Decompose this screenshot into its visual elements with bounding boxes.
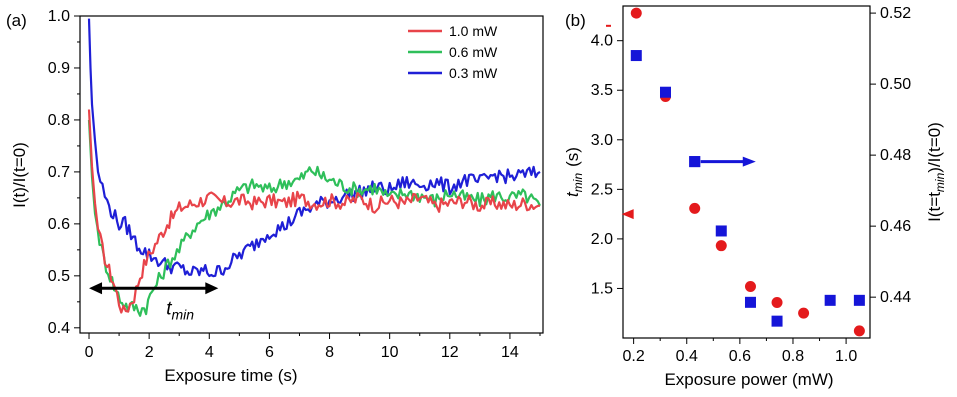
y-tick-label-left-b: 4.0	[591, 33, 613, 50]
data-point-square	[659, 86, 671, 98]
y-axis-label-a: I(t)/I(t=0)	[10, 142, 29, 208]
panel-label-b: (b)	[565, 11, 586, 30]
legend-label: 1.0 mW	[449, 23, 498, 39]
data-point-square	[824, 294, 836, 306]
legend-label: 0.6 mW	[449, 44, 498, 60]
panel-label-a: (a)	[6, 11, 27, 30]
tmin-label: tmin	[166, 298, 194, 322]
y-tick-label-a: 0.5	[48, 268, 70, 285]
y-tick-label-a: 1.0	[48, 8, 70, 25]
x-tick-label-a: 8	[325, 344, 334, 361]
plot-frame-a	[79, 15, 544, 334]
y-tick-label-a: 0.9	[48, 60, 70, 77]
data-point-square	[715, 225, 727, 237]
series-markers-b	[630, 7, 865, 337]
tmin-annotation: tmin	[89, 282, 219, 322]
y-tick-label-a: 0.8	[48, 112, 70, 129]
data-point-circle	[630, 7, 642, 19]
x-tick-label-a: 6	[265, 344, 274, 361]
legend-markers-b	[606, 24, 756, 220]
x-tick-label-b: 0.2	[622, 348, 644, 365]
x-axis-label-a: Exposure time (s)	[164, 366, 297, 385]
y-tick-label-left-b: 3.0	[591, 132, 613, 149]
y-tick-label-a: 0.7	[48, 164, 70, 181]
y-tick-label-right-b: 0.48	[880, 147, 911, 164]
y-tick-label-right-b: 0.46	[880, 218, 911, 235]
data-point-circle	[689, 202, 701, 214]
series-line-1-0-mw	[87, 109, 541, 314]
y-label-left-sub: min	[571, 173, 585, 193]
x-tick-label-b: 0.4	[676, 348, 698, 365]
legend-a: 1.0 mW 0.6 mW 0.3 mW	[408, 23, 498, 81]
data-point-circle	[771, 296, 783, 308]
data-point-circle	[853, 325, 865, 337]
panel-b: (b) 0.2 0.4 0.6 0.8 1.0 1.5 2.0 2.5 3.0 3.5 4.0 0.4…	[563, 5, 947, 389]
y-axis-label-right-b: I(t=tmin)/I(t=0)	[925, 122, 947, 222]
x-tick-label-a: 2	[145, 344, 154, 361]
x-tick-label-a: 10	[381, 344, 399, 361]
y-tick-label-right-b: 0.44	[880, 289, 911, 306]
x-axis-label-b: Exposure power (mW)	[664, 370, 833, 389]
data-point-square	[744, 296, 756, 308]
y-tick-label-a: 0.6	[48, 216, 70, 233]
y-tick-label-left-b: 2.0	[591, 231, 613, 248]
y-label-right-tail: )/I(t=0)	[925, 122, 944, 173]
y-tick-label-left-b: 2.5	[591, 181, 613, 198]
x-tick-label-a: 0	[85, 344, 94, 361]
y-label-right-head: I(t=t	[925, 192, 944, 222]
axis-ticks-b: 0.2 0.4 0.6 0.8 1.0 1.5 2.0 2.5 3.0 3.5 4.0 0.44 0.4…	[591, 5, 911, 365]
axis-indicator-square	[689, 156, 701, 168]
y-label-left-main: t	[563, 191, 582, 197]
data-point-circle	[744, 281, 756, 293]
y-tick-label-a: 0.4	[48, 320, 70, 337]
tmin-arrow-head-right	[205, 282, 219, 295]
x-tick-label-a: 12	[441, 344, 459, 361]
x-tick-label-a: 4	[205, 344, 214, 361]
y-axis-label-left-b: tmin (s)	[563, 147, 585, 197]
tmin-arrow-head-left	[89, 282, 103, 295]
y-label-left-unit: (s)	[563, 147, 582, 167]
y-tick-label-left-b: 3.5	[591, 82, 613, 99]
series-lines-a	[87, 18, 541, 317]
x-tick-label-b: 0.6	[729, 348, 751, 365]
x-tick-label-b: 0.8	[782, 348, 804, 365]
data-point-square	[853, 294, 865, 306]
x-tick-label-a: 14	[501, 344, 519, 361]
y-tick-label-left-b: 1.5	[591, 280, 613, 297]
panel-a: (a) 0 2 4 6 8 10 12 14 0.4 0.5 0.6 0.7 0.8 0.9 1.0 tmi…	[6, 8, 544, 385]
x-tick-label-b: 1.0	[835, 348, 857, 365]
y-label-right-sub: min	[933, 172, 947, 192]
axis-ticks-a: 0 2 4 6 8 10 12 14 0.4 0.5 0.6 0.7 0.8 0.9 1.0	[48, 8, 541, 361]
data-point-square	[630, 50, 642, 62]
legend-label: 0.3 mW	[449, 65, 498, 81]
axis-indicator-arrow-head	[742, 156, 756, 167]
y-tick-label-right-b: 0.52	[880, 5, 911, 22]
data-point-circle	[798, 307, 810, 319]
y-tick-label-right-b: 0.50	[880, 76, 911, 93]
data-point-circle	[715, 240, 727, 252]
plot-frame-b	[622, 5, 871, 339]
axis-indicator-triangle	[621, 209, 634, 220]
data-point-square	[771, 315, 783, 327]
series-line-0-6-mw	[87, 119, 541, 317]
